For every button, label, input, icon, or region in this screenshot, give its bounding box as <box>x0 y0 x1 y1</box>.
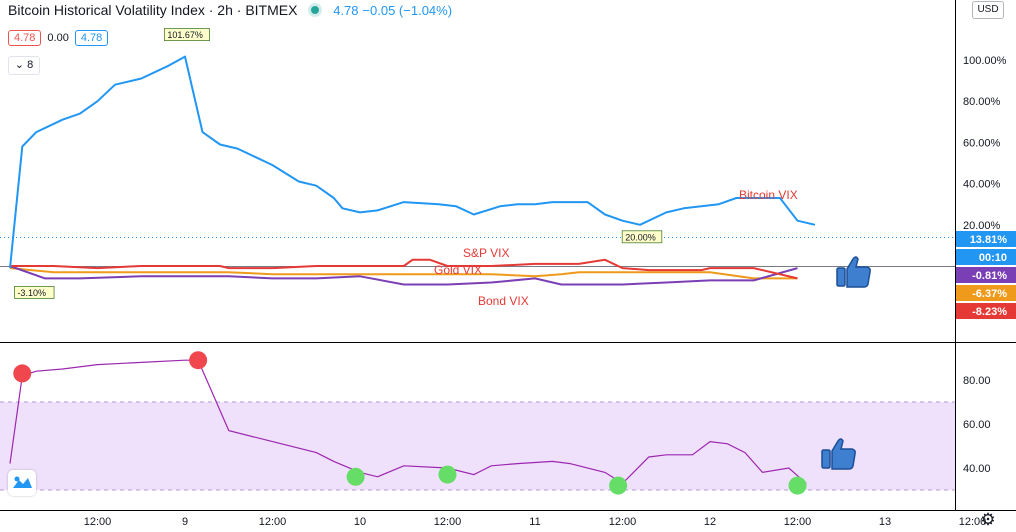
collapse-indicators-button[interactable]: ⌄ 8 <box>8 56 40 75</box>
indicator-value-neutral: 0.00 <box>47 32 69 44</box>
marker-low <box>788 476 807 495</box>
indicator-values: 4.78 0.00 4.78 <box>8 30 109 46</box>
marker-low <box>438 465 457 484</box>
indicator-count: 8 <box>27 59 34 71</box>
price-label-6-37: -6.37% <box>956 285 1016 301</box>
price-label-text: -6.37% <box>972 288 1007 300</box>
annotation-callout: -3.10% <box>14 285 55 299</box>
osc-y-tick-label: 40.00 <box>963 463 991 475</box>
x-tick-label: 9 <box>182 516 188 528</box>
x-tick-label: 12:00 <box>84 516 112 528</box>
price-label-bg <box>956 303 1016 319</box>
change-value: −0.05 (−1.04%) <box>362 3 453 18</box>
series-label-bond-vix: Bond VIX <box>478 294 529 308</box>
price-label-text: -8.23% <box>972 306 1007 318</box>
currency-button[interactable]: USD <box>972 1 1004 19</box>
price-label-0-81: -0.81% <box>956 267 1016 283</box>
series-line-bitcoin-vix <box>9 55 816 269</box>
x-tick-label: 12:00 <box>784 516 812 528</box>
annotation-label: -3.10% <box>17 288 46 298</box>
series-label-gold-vix: Gold VIX <box>434 263 482 277</box>
tradingview-logo-icon[interactable] <box>8 470 36 496</box>
price-label-text: 13.81% <box>970 234 1008 246</box>
x-tick-label: 12:00 <box>609 516 637 528</box>
oscillator-line <box>9 359 807 485</box>
price-label-00-10: 00:10 <box>956 249 1016 265</box>
marker-high <box>13 364 32 383</box>
price-label-13-81: 13.81% <box>956 231 1016 247</box>
marker-low <box>609 476 628 495</box>
price-label-bg <box>956 267 1016 283</box>
annotation-callout: 20.00% <box>621 230 663 244</box>
annotation-box <box>621 230 663 244</box>
x-tick-label: 10 <box>354 516 366 528</box>
last-value: 4.78 <box>333 3 359 18</box>
x-tick-label: 12 <box>704 516 716 528</box>
marker-low <box>346 467 365 486</box>
series-line-bond-vix <box>9 265 798 286</box>
y-tick-label: 60.00% <box>963 137 1001 149</box>
marker-high <box>189 351 208 370</box>
series-label-s-p-vix: S&P VIX <box>463 246 509 260</box>
price-label-bg <box>956 231 1016 247</box>
series-line-s-p-vix <box>10 258 798 280</box>
thumbs-up-icon <box>820 434 858 477</box>
y-tick-label: 80.00% <box>963 96 1001 108</box>
x-tick-label: 12:00 <box>959 516 987 528</box>
price-label-8-23: -8.23% <box>956 303 1016 319</box>
price-label-bg <box>956 285 1016 301</box>
x-tick-label: 11 <box>529 516 540 528</box>
indicator-value-red: 4.78 <box>8 30 42 46</box>
x-tick-label: 13 <box>879 516 891 528</box>
x-tick-label: 12:00 <box>259 516 287 528</box>
symbol-title[interactable]: Bitcoin Historical Volatility Index · 2h… <box>8 2 298 18</box>
price-label-text: -0.81% <box>972 270 1007 282</box>
annotation-box <box>163 28 210 41</box>
price-label-bg <box>956 249 1016 265</box>
settings-gear-icon[interactable]: ⚙ <box>980 510 996 529</box>
indicator-value-blue: 4.78 <box>74 30 109 46</box>
osc-y-tick-label: 60.00 <box>963 419 991 431</box>
y-tick-label: 20.00% <box>963 220 1001 232</box>
chevron-down-icon: ⌄ <box>14 59 25 71</box>
chart-header: Bitcoin Historical Volatility Index · 2h… <box>8 2 452 18</box>
oscillator-band <box>0 402 955 490</box>
annotation-label: 20.00% <box>625 232 656 242</box>
price-label-text: 00:10 <box>979 252 1007 264</box>
x-tick-label: 12:00 <box>434 516 462 528</box>
thumbs-up-icon <box>835 252 873 295</box>
y-tick-label: 40.00% <box>963 179 1001 191</box>
osc-y-tick-label: 80.00 <box>963 375 991 387</box>
series-line-gold-vix <box>9 267 798 280</box>
annotation-callout: 101.67% <box>163 28 210 41</box>
series-label-bitcoin-vix: Bitcoin VIX <box>739 188 798 202</box>
annotation-label: 101.67% <box>167 30 203 40</box>
market-status-icon <box>311 6 320 14</box>
annotation-box <box>14 285 55 299</box>
y-tick-label: 100.00% <box>963 55 1007 67</box>
